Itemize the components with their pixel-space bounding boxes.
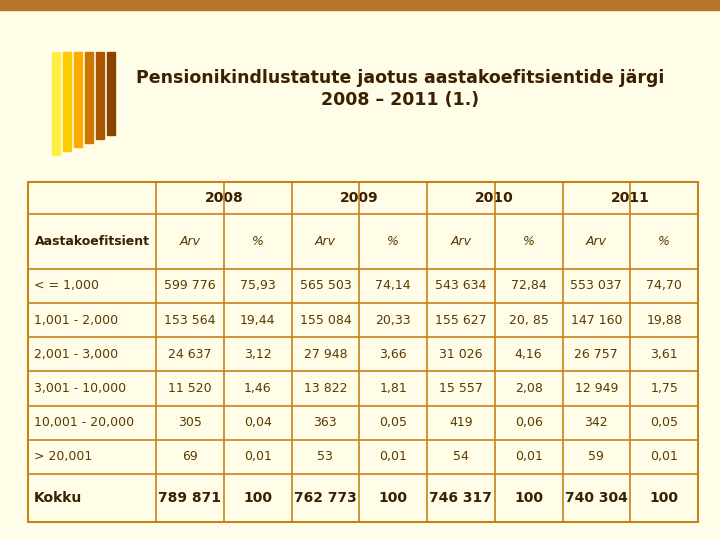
Text: %: % xyxy=(658,235,670,248)
Bar xyxy=(0,0,720,10)
Text: 553 037: 553 037 xyxy=(570,279,622,292)
Text: 75,93: 75,93 xyxy=(240,279,276,292)
Text: 100: 100 xyxy=(243,491,272,505)
Text: 74,70: 74,70 xyxy=(646,279,682,292)
Text: 2008 – 2011 (1.): 2008 – 2011 (1.) xyxy=(321,91,479,109)
Text: 72,84: 72,84 xyxy=(510,279,546,292)
Text: 0,01: 0,01 xyxy=(650,450,678,463)
Text: 363: 363 xyxy=(314,416,337,429)
Text: 19,88: 19,88 xyxy=(647,314,682,327)
Text: Arv: Arv xyxy=(179,235,200,248)
Text: 2010: 2010 xyxy=(475,191,514,205)
Text: 0,01: 0,01 xyxy=(515,450,543,463)
Text: 3,61: 3,61 xyxy=(650,348,678,361)
Text: 20,33: 20,33 xyxy=(375,314,411,327)
Text: Kokku: Kokku xyxy=(34,491,82,505)
Text: > 20,001: > 20,001 xyxy=(34,450,92,463)
Text: 3,66: 3,66 xyxy=(379,348,407,361)
Text: 762 773: 762 773 xyxy=(294,491,356,505)
Bar xyxy=(63,52,71,151)
Text: 153 564: 153 564 xyxy=(164,314,215,327)
Text: 11 520: 11 520 xyxy=(168,382,212,395)
Text: 155 627: 155 627 xyxy=(435,314,487,327)
Text: 2008: 2008 xyxy=(204,191,243,205)
Text: Aastakoefitsient: Aastakoefitsient xyxy=(35,235,150,248)
Text: %: % xyxy=(387,235,399,248)
Text: 24 637: 24 637 xyxy=(168,348,212,361)
Text: 13 822: 13 822 xyxy=(304,382,347,395)
Text: %: % xyxy=(523,235,534,248)
Bar xyxy=(107,52,115,135)
Text: 0,04: 0,04 xyxy=(243,416,271,429)
Text: Arv: Arv xyxy=(586,235,607,248)
Text: 27 948: 27 948 xyxy=(304,348,347,361)
Text: 10,001 - 20,000: 10,001 - 20,000 xyxy=(34,416,134,429)
Text: 1,81: 1,81 xyxy=(379,382,407,395)
Text: 0,06: 0,06 xyxy=(515,416,543,429)
Text: 0,05: 0,05 xyxy=(379,416,407,429)
Text: 1,46: 1,46 xyxy=(244,382,271,395)
Text: Arv: Arv xyxy=(451,235,472,248)
Text: %: % xyxy=(252,235,264,248)
Text: 12 949: 12 949 xyxy=(575,382,618,395)
Text: 2011: 2011 xyxy=(611,191,649,205)
Text: 565 503: 565 503 xyxy=(300,279,351,292)
Text: 100: 100 xyxy=(379,491,408,505)
Text: 0,05: 0,05 xyxy=(650,416,678,429)
Text: 69: 69 xyxy=(182,450,198,463)
Text: 3,12: 3,12 xyxy=(244,348,271,361)
Text: 2009: 2009 xyxy=(340,191,379,205)
Text: 2,08: 2,08 xyxy=(515,382,543,395)
Text: 31 026: 31 026 xyxy=(439,348,482,361)
Text: 4,16: 4,16 xyxy=(515,348,542,361)
Text: 100: 100 xyxy=(514,491,543,505)
Text: 543 634: 543 634 xyxy=(435,279,487,292)
Text: 2,001 - 3,000: 2,001 - 3,000 xyxy=(34,348,118,361)
Text: 789 871: 789 871 xyxy=(158,491,221,505)
Text: < = 1,000: < = 1,000 xyxy=(34,279,99,292)
Text: 147 160: 147 160 xyxy=(571,314,622,327)
Text: 342: 342 xyxy=(585,416,608,429)
Text: 419: 419 xyxy=(449,416,473,429)
Text: 1,75: 1,75 xyxy=(650,382,678,395)
Bar xyxy=(28,182,698,522)
Text: 305: 305 xyxy=(178,416,202,429)
Text: 100: 100 xyxy=(649,491,679,505)
Text: 0,01: 0,01 xyxy=(379,450,407,463)
Text: Arv: Arv xyxy=(315,235,336,248)
Text: 155 084: 155 084 xyxy=(300,314,351,327)
Text: 0,01: 0,01 xyxy=(243,450,271,463)
Text: Pensionikindlustatute jaotus aastakoefitsientide järgi: Pensionikindlustatute jaotus aastakoefit… xyxy=(136,69,664,87)
Text: 54: 54 xyxy=(453,450,469,463)
Bar xyxy=(74,52,82,147)
Bar xyxy=(96,52,104,139)
Text: 19,44: 19,44 xyxy=(240,314,275,327)
Bar xyxy=(52,52,60,155)
Text: 3,001 - 10,000: 3,001 - 10,000 xyxy=(34,382,126,395)
Text: 59: 59 xyxy=(588,450,604,463)
Text: 1,001 - 2,000: 1,001 - 2,000 xyxy=(34,314,118,327)
Text: 20, 85: 20, 85 xyxy=(509,314,549,327)
Text: 53: 53 xyxy=(318,450,333,463)
Text: 74,14: 74,14 xyxy=(375,279,411,292)
Text: 599 776: 599 776 xyxy=(164,279,216,292)
Text: 15 557: 15 557 xyxy=(439,382,483,395)
Bar xyxy=(85,52,93,143)
Text: 746 317: 746 317 xyxy=(429,491,492,505)
Text: 26 757: 26 757 xyxy=(575,348,618,361)
Text: 740 304: 740 304 xyxy=(565,491,628,505)
